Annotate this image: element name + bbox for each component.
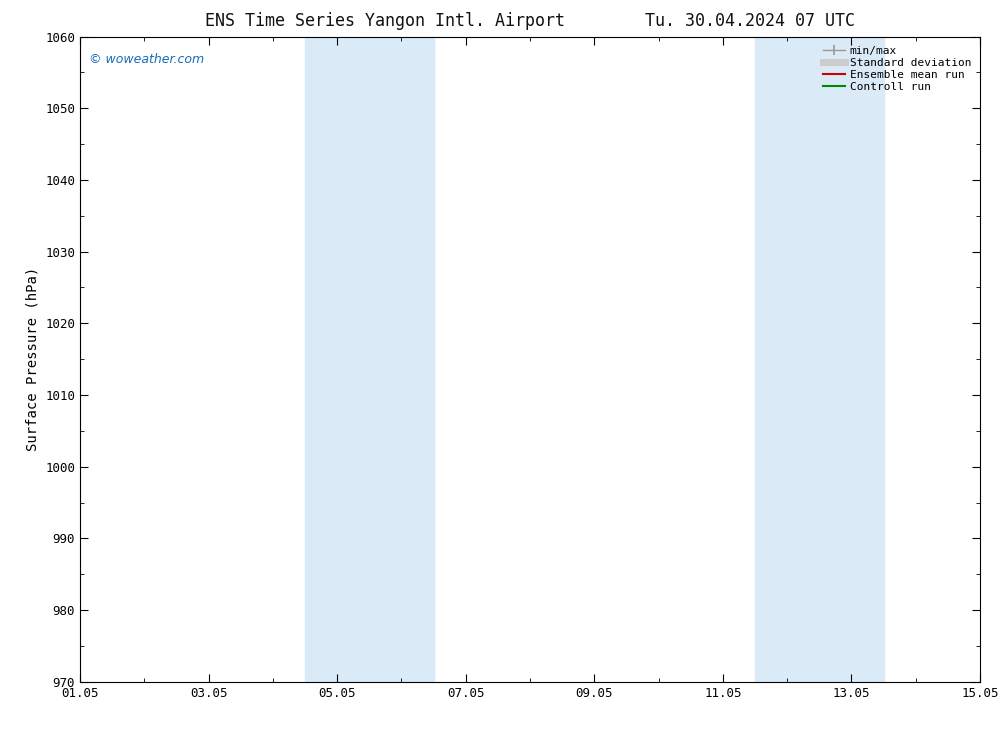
Legend: min/max, Standard deviation, Ensemble mean run, Controll run: min/max, Standard deviation, Ensemble me… [820, 43, 974, 95]
Bar [755, 37, 884, 682]
Title: ENS Time Series Yangon Intl. Airport        Tu. 30.04.2024 07 UTC: ENS Time Series Yangon Intl. Airport Tu.… [205, 12, 855, 29]
Y-axis label: Surface Pressure (hPa): Surface Pressure (hPa) [26, 267, 40, 452]
Text: © woweather.com: © woweather.com [89, 53, 204, 66]
Bar [305, 37, 434, 682]
